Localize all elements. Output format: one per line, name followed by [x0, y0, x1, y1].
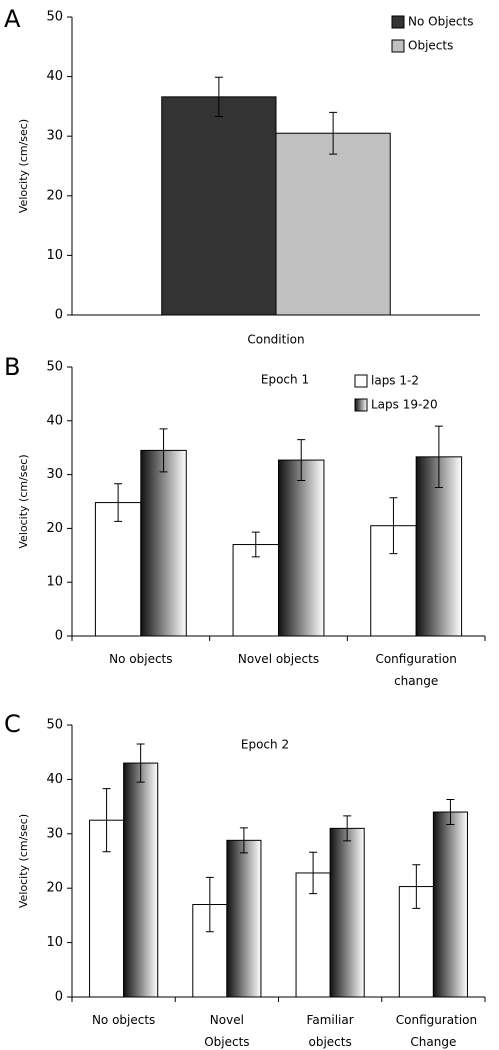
- error-bar: [343, 815, 352, 842]
- bar: [275, 132, 391, 316]
- error-bar: [239, 827, 248, 854]
- error-bar: [136, 743, 145, 783]
- error-bar: [251, 531, 260, 558]
- legend-label: Laps 19-20: [371, 398, 438, 412]
- error-bar: [446, 799, 455, 826]
- bar: [94, 502, 142, 637]
- bar: [329, 827, 365, 998]
- chart-title: Epoch 1: [261, 373, 309, 387]
- y-tick-label: 40: [46, 69, 63, 84]
- legend-label: No Objects: [408, 15, 473, 29]
- x-tick-label: No objects: [109, 652, 173, 666]
- y-tick-label: 50: [46, 360, 63, 375]
- bar: [278, 459, 325, 637]
- panel-label: C: [4, 710, 21, 738]
- legend-swatch: [391, 39, 405, 53]
- y-axis-label: Velocity (cm/sec): [17, 454, 30, 548]
- legend-swatch: [391, 15, 405, 29]
- x-tick-label: Novel objects: [237, 652, 320, 666]
- chart-title: Epoch 2: [241, 738, 289, 752]
- y-tick-label: 50: [46, 718, 63, 733]
- error-bar: [205, 876, 214, 933]
- y-tick-label: 30: [46, 129, 63, 144]
- error-bar: [309, 851, 318, 895]
- x-axis-label: Condition: [247, 333, 304, 347]
- legend-swatch: [354, 398, 368, 412]
- error-bar: [114, 483, 123, 522]
- y-tick-label: 0: [55, 990, 63, 1005]
- x-tick-label: Configuration change: [375, 652, 457, 688]
- x-tick-label-box: No objects: [109, 652, 173, 666]
- legend-swatch: [354, 374, 368, 388]
- legend-label: Objects: [408, 39, 453, 53]
- x-tick-label: Familiar objects: [306, 1013, 354, 1049]
- legend-label: laps 1-2: [371, 374, 419, 388]
- error-bar: [434, 425, 443, 489]
- x-tick-label: Configuration Change: [395, 1013, 478, 1049]
- y-tick-label: 40: [46, 413, 63, 428]
- y-tick-label: 30: [46, 467, 63, 482]
- y-tick-label: 30: [46, 826, 63, 841]
- y-tick-label: 10: [46, 248, 63, 263]
- y-tick-label: 10: [46, 935, 63, 950]
- bar: [123, 762, 159, 998]
- y-tick-label: 40: [46, 772, 63, 787]
- y-tick-label: 50: [46, 10, 63, 25]
- error-bar: [412, 864, 421, 909]
- x-tick-label-box: Familiar objects: [306, 1013, 354, 1049]
- bar: [232, 544, 280, 637]
- bar: [140, 449, 187, 637]
- error-bar: [102, 788, 111, 853]
- x-tick-label-box: Novel Objects: [204, 1013, 250, 1049]
- y-tick-label: 20: [46, 521, 63, 536]
- y-tick-label: 0: [55, 308, 63, 323]
- x-tick-label-box: No objects: [91, 1013, 156, 1027]
- error-bar: [389, 497, 398, 555]
- y-axis-label: Velocity (cm/sec): [17, 814, 30, 908]
- bar: [226, 839, 262, 998]
- error-bar: [214, 76, 223, 118]
- error-bar: [159, 428, 168, 473]
- y-tick-label: 0: [55, 629, 63, 644]
- x-tick-label-box: Configuration Change: [395, 1013, 478, 1049]
- x-tick-label-box: Configuration change: [375, 652, 457, 688]
- error-bar: [297, 439, 306, 482]
- error-bar: [329, 111, 338, 155]
- panel-label: B: [4, 353, 20, 381]
- panel-label: A: [4, 5, 21, 33]
- bar: [161, 96, 277, 316]
- y-tick-label: 10: [46, 575, 63, 590]
- y-tick-label: 20: [46, 881, 63, 896]
- x-tick-label: No objects: [91, 1013, 156, 1027]
- y-tick-label: 20: [46, 188, 63, 203]
- bar: [432, 811, 468, 998]
- y-axis-label: Velocity (cm/sec): [17, 119, 30, 213]
- x-tick-label: Novel Objects: [204, 1013, 250, 1049]
- x-tick-label-box: Novel objects: [237, 652, 320, 666]
